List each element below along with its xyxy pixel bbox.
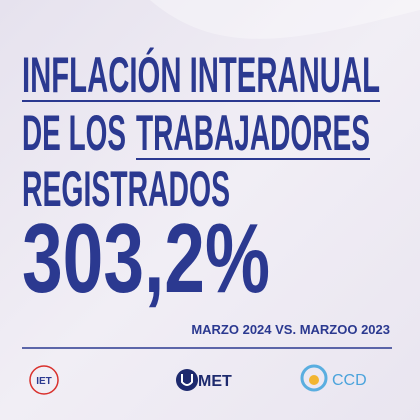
texture <box>150 0 420 39</box>
logo-umet: MET <box>176 369 232 391</box>
logo-ring <box>300 364 328 392</box>
logo-ccd: CCD <box>300 364 367 392</box>
logo-text: IET <box>36 376 52 387</box>
headline-line: TRABAJADORES <box>136 105 370 161</box>
headline-line: REGISTRADOS <box>22 161 230 217</box>
logo-text: CCD <box>332 372 367 389</box>
logo-text: MET <box>198 373 232 390</box>
logo-iet: IET <box>29 365 59 395</box>
headline-line: INFLACIÓN INTERANUAL <box>22 47 380 103</box>
logo-icon <box>176 369 198 391</box>
headline-line: DE LOS <box>22 105 126 161</box>
logo-u <box>181 374 193 386</box>
figure: 303,2% <box>22 203 270 313</box>
logo-ring <box>29 365 59 395</box>
period: MARZO 2024 VS. MARZOO 2023 <box>191 322 390 337</box>
logo-dot <box>309 375 319 385</box>
